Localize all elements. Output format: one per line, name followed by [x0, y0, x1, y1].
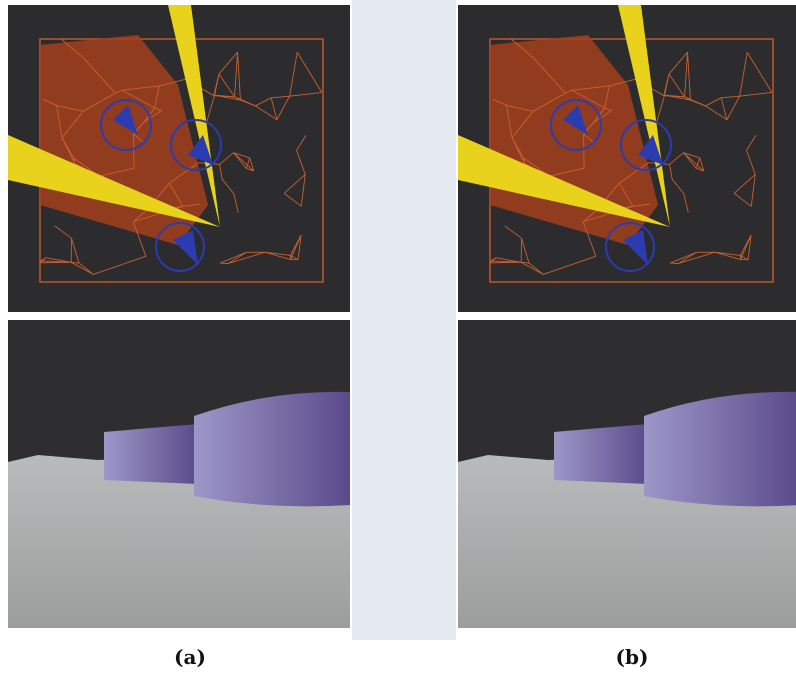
figure: (a) (b) — [0, 0, 796, 676]
gutter — [352, 0, 456, 640]
caption-a: (a) — [174, 645, 206, 669]
caption-b: (b) — [616, 645, 649, 669]
scene-view-b — [458, 320, 796, 628]
scene-view-a — [8, 320, 350, 628]
page: (a) (b) (() => { const data = JSON.parse… — [0, 0, 796, 676]
mesh-view-b — [458, 5, 796, 312]
mesh-view-a — [8, 5, 350, 312]
